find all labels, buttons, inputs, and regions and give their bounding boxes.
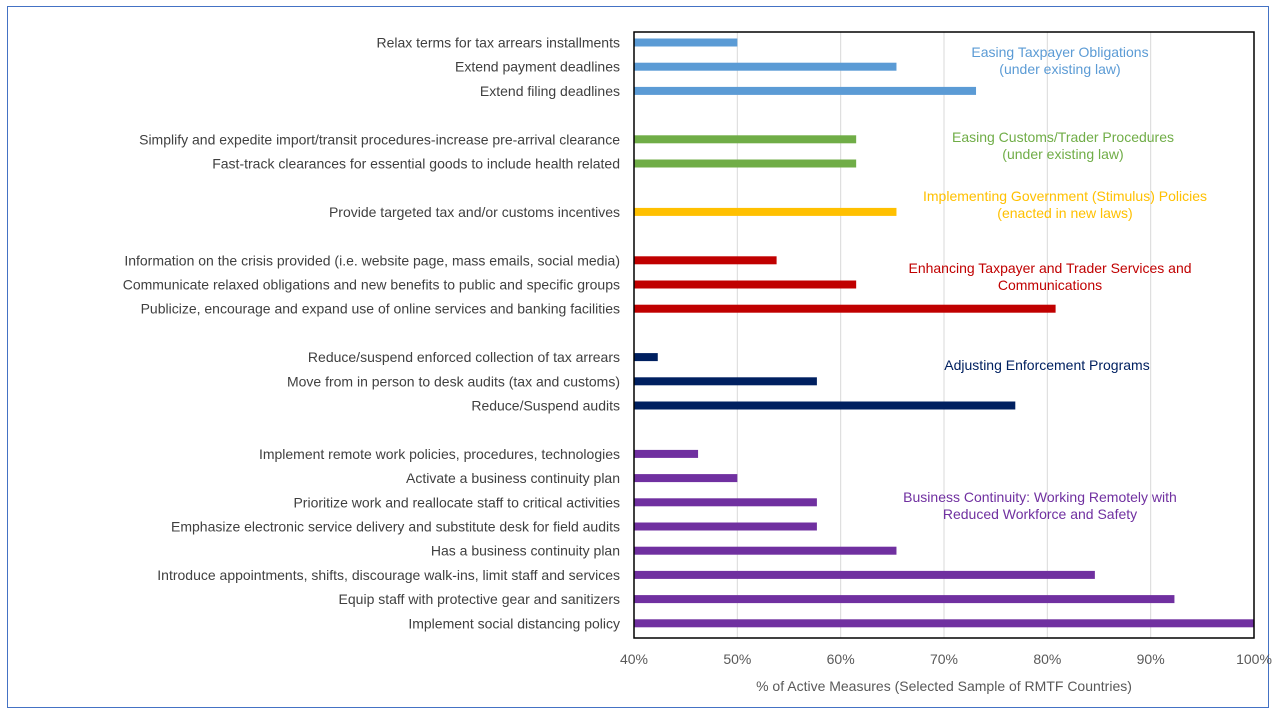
group-label: Easing Taxpayer Obligations (under existi… (971, 44, 1148, 77)
category-label: Provide targeted tax and/or customs ince… (329, 204, 620, 220)
bar (634, 595, 1175, 604)
category-label: Relax terms for tax arrears installments (376, 35, 620, 51)
bar (634, 619, 1254, 628)
group-label: Business Continuity: Working Remotely wi… (903, 489, 1177, 522)
bar (634, 498, 817, 507)
bar (634, 449, 699, 458)
category-label: Emphasize electronic service delivery an… (171, 519, 620, 535)
group-label: Adjusting Enforcement Programs (944, 357, 1149, 373)
category-label: Extend filing deadlines (480, 83, 620, 99)
bar (634, 353, 658, 362)
category-labels: Relax terms for tax arrears installments… (123, 35, 621, 632)
x-tick-label: 100% (1236, 651, 1272, 667)
bar (634, 546, 897, 555)
category-label: Reduce/suspend enforced collection of ta… (308, 349, 620, 365)
bar (634, 38, 738, 47)
category-label: Reduce/Suspend audits (471, 398, 620, 414)
bar (634, 159, 857, 168)
category-label: Has a business continuity plan (431, 543, 620, 559)
group-label: Easing Customs/Trader Procedures (under e… (952, 129, 1174, 162)
category-label: Move from in person to desk audits (tax … (287, 373, 620, 389)
bar (634, 522, 817, 531)
category-label: Fast-track clearances for essential good… (212, 156, 620, 172)
group-labels: Easing Taxpayer Obligations (under existi… (903, 44, 1207, 522)
x-tick-label: 70% (930, 651, 958, 667)
x-tick-label: 80% (1033, 651, 1061, 667)
category-label: Extend payment deadlines (455, 59, 620, 75)
plot-area-border (633, 31, 1255, 639)
category-label: Prioritize work and reallocate staff to … (293, 494, 620, 510)
category-label: Implement remote work policies, procedur… (259, 446, 620, 462)
bar (634, 377, 817, 386)
category-label: Communicate relaxed obligations and new … (123, 277, 620, 293)
bar (634, 135, 857, 144)
bar (634, 62, 897, 71)
category-label: Activate a business continuity plan (406, 470, 620, 486)
group-label: Enhancing Taxpayer and Trader Services a… (908, 260, 1191, 293)
category-label: Equip staff with protective gear and san… (339, 591, 620, 607)
bar (634, 280, 857, 289)
x-tick-labels: 40% 50% 60% 70% 80% 90% 100% (620, 651, 1272, 667)
x-tick-label: 40% (620, 651, 648, 667)
category-label: Information on the crisis provided (i.e.… (124, 252, 620, 268)
bar (634, 570, 1095, 579)
bars (634, 38, 1254, 628)
chart-frame (7, 6, 1269, 708)
bar (634, 86, 977, 95)
category-label: Simplify and expedite import/transit pro… (139, 131, 620, 147)
bar (634, 304, 1056, 313)
bar (634, 474, 738, 483)
x-tick-label: 60% (827, 651, 855, 667)
x-tick-label: 90% (1137, 651, 1165, 667)
bar (634, 207, 897, 216)
x-axis-title: % of Active Measures (Selected Sample of… (756, 678, 1132, 694)
bar (634, 256, 777, 265)
category-label: Publicize, encourage and expand use of o… (141, 301, 620, 317)
bar (634, 401, 1016, 410)
category-label: Implement social distancing policy (408, 615, 620, 631)
group-label: Implementing Government (Stimulus) Polic… (923, 188, 1207, 221)
category-label: Introduce appointments, shifts, discoura… (157, 567, 620, 583)
x-tick-label: 50% (723, 651, 751, 667)
